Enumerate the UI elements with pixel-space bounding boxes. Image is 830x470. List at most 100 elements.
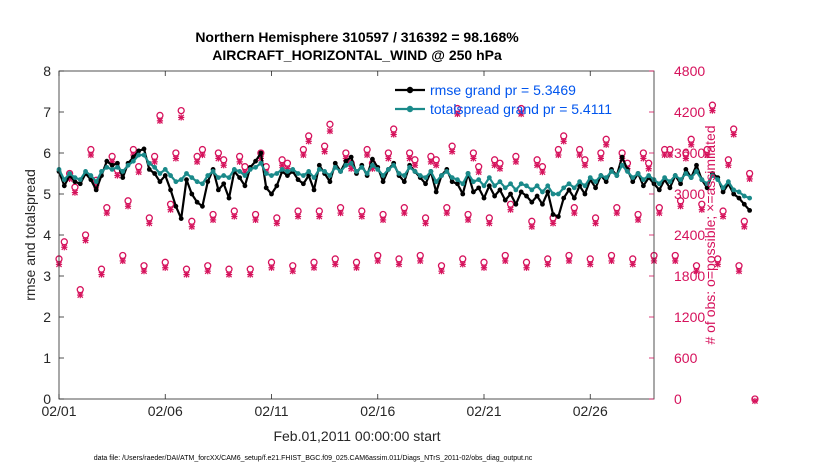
obs-possible-point (177, 106, 185, 115)
rmse-point (508, 191, 513, 197)
spread-point (534, 183, 540, 189)
spread-point (348, 160, 354, 166)
obs-possible-point (724, 156, 733, 164)
spread-point (555, 191, 561, 197)
spread-point (502, 185, 508, 191)
obs-assimilated-point (714, 261, 721, 268)
y-right-tick-label: 1200 (674, 309, 705, 325)
legend: rmse grand pr = 5.3469 totalspread grand… (395, 82, 612, 117)
spread-point (391, 162, 397, 168)
rmse-point (524, 193, 529, 199)
obs-possible-point (745, 169, 754, 178)
rmse-point (492, 193, 498, 199)
spread-point (306, 169, 312, 174)
rmse-point (603, 179, 609, 185)
spread-point (725, 179, 731, 185)
spread-point (178, 177, 184, 183)
obs-assimilated-point (704, 151, 711, 159)
spread-point (646, 173, 652, 178)
rmse-point (720, 189, 726, 195)
rmse-point (423, 181, 428, 187)
obs-assimilated-point (390, 131, 397, 138)
plot-area (59, 71, 654, 399)
chart-title-line1: Northern Hemisphere 310597 / 316392 = 98… (195, 29, 519, 45)
rmse-point (300, 181, 306, 187)
rmse-point (640, 183, 646, 189)
obs-assimilated-point (225, 271, 233, 278)
rmse-point (200, 203, 205, 209)
rmse-point (497, 187, 503, 193)
spread-point (720, 185, 726, 191)
rmse-point (93, 187, 99, 193)
spread-point (550, 191, 556, 197)
rmse-point (348, 154, 354, 160)
obs-assimilated-point (140, 268, 148, 275)
y-right-tick-label: 4800 (674, 63, 705, 79)
obs-assimilated-point (672, 257, 679, 265)
obs-assimilated-point (87, 151, 94, 159)
y-left-tick-label: 5 (43, 186, 51, 202)
rmse-point (401, 179, 407, 185)
rmse-point (343, 158, 349, 164)
chart-title-line2: AIRCRAFT_HORIZONTAL_WIND @ 250 hPa (212, 47, 502, 63)
rmse-point (741, 201, 747, 207)
obs-assimilated-point (629, 261, 636, 268)
spread-point (67, 171, 73, 176)
rmse-point (370, 156, 375, 162)
obs-assimilated-point (199, 151, 206, 159)
spread-point (497, 179, 503, 185)
y-left-tick-label: 2 (43, 309, 51, 325)
spread-point (290, 167, 296, 172)
spread-point (662, 175, 668, 181)
obs-assimilated-point (236, 158, 243, 165)
obs-assimilated-point (661, 151, 668, 159)
obs-assimilated-point (688, 141, 695, 148)
rmse-point (332, 160, 338, 166)
spread-point (247, 167, 253, 172)
spread-point (215, 175, 221, 181)
rmse-point (481, 195, 487, 201)
spread-point (396, 171, 402, 176)
y-axis-label-left: rmse and totalspread (22, 169, 38, 301)
rmse-point (120, 175, 126, 181)
obs-assimilated-point (549, 220, 557, 227)
obs-assimilated-point (534, 162, 541, 169)
rmse-point (157, 179, 163, 185)
obs-assimilated-point (502, 257, 509, 265)
y-right-tick-label: 0 (674, 391, 682, 407)
rmse-point (258, 150, 264, 156)
rmse-point (205, 179, 211, 185)
obs-assimilated-point (576, 151, 583, 159)
rmse-point (109, 162, 115, 168)
spread-point (354, 169, 359, 174)
obs-assimilated-point (82, 237, 89, 244)
obs-assimilated-point (411, 162, 419, 169)
rmse-point (77, 181, 83, 187)
y-right-tick-label: 3000 (674, 186, 705, 202)
obs-assimilated-point (496, 165, 504, 172)
y-right-tick-label: 3600 (674, 145, 705, 161)
obs-assimilated-point (294, 213, 302, 220)
obs-assimilated-point (209, 216, 217, 224)
rmse-point (476, 185, 482, 191)
rmse-point (274, 183, 280, 189)
rmse-point (593, 185, 598, 191)
spread-point (72, 175, 78, 181)
obs-assimilated-point (364, 151, 371, 159)
spread-point (699, 177, 705, 183)
spread-point (492, 183, 498, 189)
spread-point (189, 175, 195, 181)
rmse-point (449, 179, 455, 185)
rmse-point (152, 171, 158, 176)
obs-assimilated-point (512, 158, 519, 165)
obs-assimilated-point (730, 131, 737, 138)
obs-assimilated-point (183, 271, 190, 278)
obs-assimilated-point (395, 261, 403, 268)
spread-point (359, 164, 365, 170)
obs-assimilated-point (374, 257, 381, 265)
legend-label-spread: totalspread grand pr = 5.4111 (430, 101, 612, 117)
spread-point (242, 173, 248, 178)
spread-point (152, 164, 158, 170)
rmse-point (704, 185, 710, 191)
spread-point (619, 162, 625, 168)
